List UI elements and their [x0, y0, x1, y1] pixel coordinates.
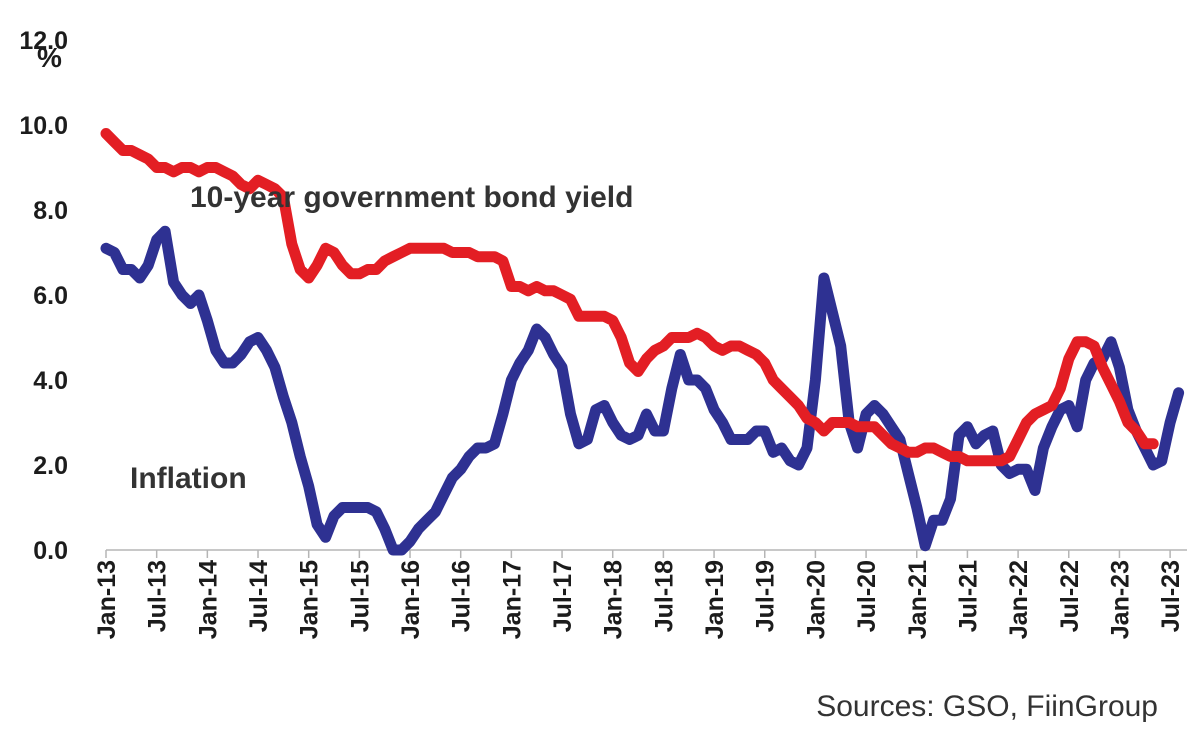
x-tick-label: Jan-14: [194, 560, 222, 639]
x-tick-label: Jul-18: [650, 560, 678, 632]
x-tick-label: Jan-13: [93, 560, 121, 639]
x-tick-label: Jan-21: [904, 560, 932, 639]
x-tick-label: Jul-14: [245, 560, 273, 632]
y-tick-label: 10.0: [19, 112, 68, 140]
x-tick-label: Jul-13: [144, 560, 172, 632]
y-tick-label: 8.0: [33, 197, 68, 225]
x-tick-label: Jul-21: [954, 560, 982, 632]
x-tick-label: Jul-23: [1157, 560, 1185, 632]
x-tick-label: Jul-15: [346, 560, 374, 632]
x-axis: [105, 549, 1187, 558]
x-tick-label: Jul-17: [549, 560, 577, 632]
x-tick-label: Jul-20: [853, 560, 881, 632]
bond-yield-annotation: 10-year government bond yield: [190, 181, 633, 214]
x-tick-label: Jul-22: [1056, 560, 1084, 632]
x-tick-label: Jan-18: [600, 560, 628, 639]
x-tick-label: Jan-15: [296, 560, 324, 639]
y-tick-label: 4.0: [33, 367, 68, 395]
y-tick-label: 0.0: [33, 537, 68, 565]
y-axis-labels: 0.0 2.0 4.0 6.0 8.0 10.0 12.0: [19, 27, 68, 565]
source-note: Sources: GSO, FiinGroup: [816, 690, 1158, 723]
series-lines: [100, 128, 1185, 556]
inflation-line: [100, 225, 1185, 556]
y-axis-unit-label: %: [37, 42, 62, 73]
y-tick-label: 12.0: [19, 27, 68, 55]
x-tick-label: Jan-22: [1005, 560, 1033, 639]
x-tick-label: Jan-20: [802, 560, 830, 639]
bond-yield-line: [100, 128, 1159, 467]
x-tick-label: Jul-16: [448, 560, 476, 632]
x-tick-label: Jan-16: [397, 560, 425, 639]
x-tick-label: Jan-19: [701, 560, 729, 639]
x-axis-labels: Jan-13 Jul-13 Jan-14 Jul-14 Jan-15 Jul-15 Jan-…: [93, 560, 1185, 639]
inflation-annotation: Inflation: [130, 462, 247, 495]
y-tick-label: 2.0: [33, 452, 68, 480]
x-tick-label: Jan-17: [498, 560, 526, 639]
x-tick-label: Jul-19: [752, 560, 780, 632]
x-tick-label: Jan-23: [1106, 560, 1134, 639]
y-tick-label: 6.0: [33, 282, 68, 310]
